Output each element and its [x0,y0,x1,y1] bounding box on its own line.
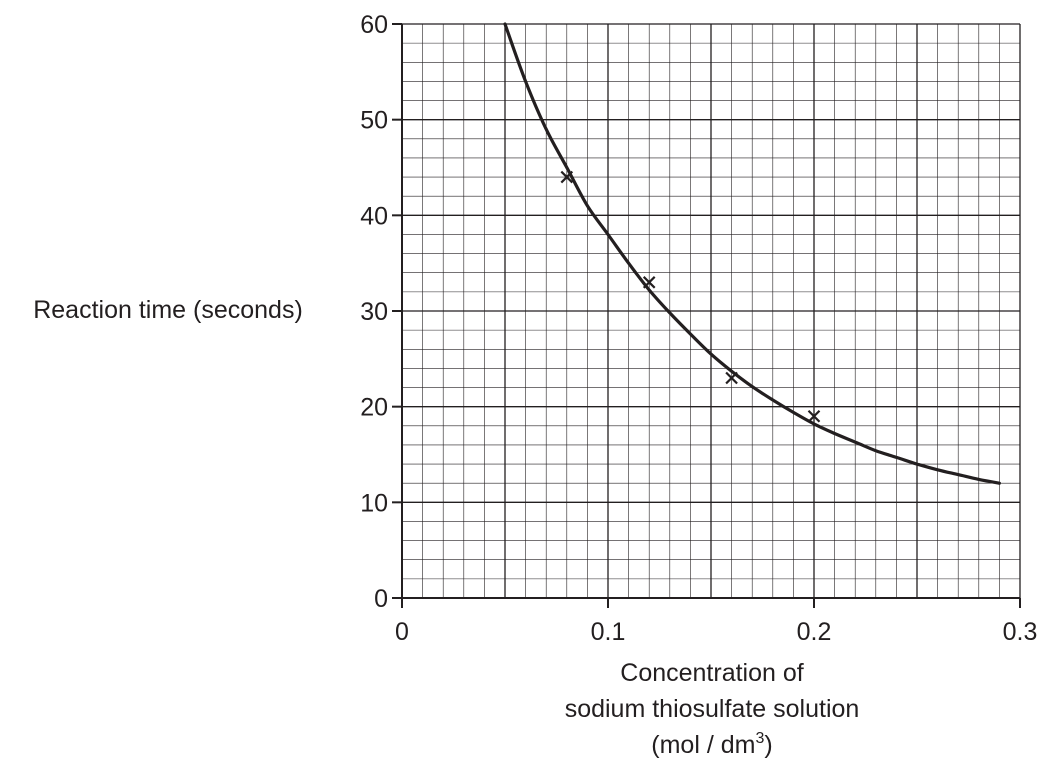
cross-stroke [725,371,738,385]
y-tick-label: 40 [360,202,388,230]
best-fit-curve [503,22,1001,485]
x-tick-labels: 0 0.1 0.2 0.3 [395,618,1037,646]
x-axis-label-line-1: Concentration of [620,659,804,687]
y-tick-label: 10 [360,489,388,517]
x-tick-label: 0 [395,618,409,646]
x-tick-label: 0.3 [1003,618,1038,646]
y-tick-labels: 0 10 20 30 40 50 60 [360,11,388,613]
y-tick-label: 30 [360,298,388,326]
y-tick-label: 60 [360,11,388,39]
cross-stroke [642,276,656,289]
cross-stroke [560,170,574,184]
x-tick-label: 0.1 [591,618,626,646]
y-tick-label: 50 [360,107,388,135]
x-axis-label-unit: (mol / dm3) [651,730,772,758]
data-point-cross [560,170,574,184]
x-axis-unit-superscript: 3 [755,730,764,747]
x-axis-unit-prefix: (mol / dm [651,731,755,758]
axes [392,23,1021,608]
y-tick-label: 20 [360,394,388,422]
data-point-cross [725,371,738,385]
data-points [560,170,821,423]
major-gridlines [401,23,1021,599]
cross-stroke [807,409,821,423]
x-tick-label: 0.2 [797,618,832,646]
data-point-cross [642,276,656,289]
data-point-cross [807,409,821,423]
x-axis-label-line-2: sodium thiosulfate solution [565,695,860,723]
y-tick-label: 0 [374,585,388,613]
x-axis-unit-suffix: ) [764,731,772,758]
y-axis-label: Reaction time (seconds) [33,296,303,324]
